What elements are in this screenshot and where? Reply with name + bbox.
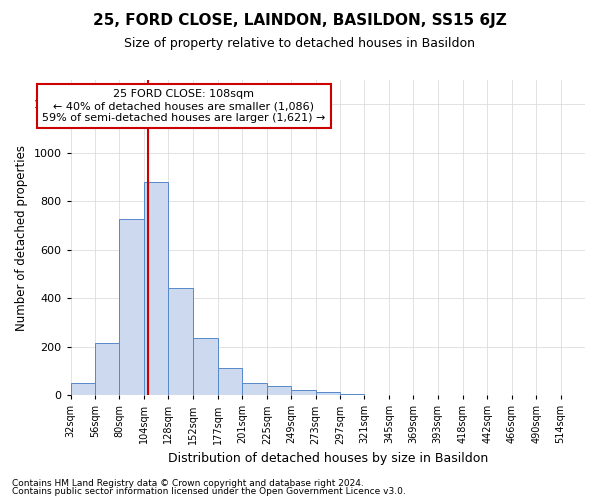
Bar [95,343,119,395]
Bar [218,368,242,395]
Bar [340,394,364,395]
Text: Size of property relative to detached houses in Basildon: Size of property relative to detached ho… [125,38,476,51]
Bar [193,338,218,395]
Text: 25 FORD CLOSE: 108sqm
← 40% of detached houses are smaller (1,086)
59% of semi-d: 25 FORD CLOSE: 108sqm ← 40% of detached … [42,90,326,122]
Bar [267,386,291,395]
Bar [316,392,340,395]
Bar [71,383,95,395]
X-axis label: Distribution of detached houses by size in Basildon: Distribution of detached houses by size … [168,452,488,465]
Bar [144,182,168,395]
Text: 25, FORD CLOSE, LAINDON, BASILDON, SS15 6JZ: 25, FORD CLOSE, LAINDON, BASILDON, SS15 … [93,12,507,28]
Bar [119,220,144,395]
Bar [242,383,267,395]
Bar [291,390,316,395]
Text: Contains HM Land Registry data © Crown copyright and database right 2024.: Contains HM Land Registry data © Crown c… [12,478,364,488]
Bar [168,288,193,395]
Y-axis label: Number of detached properties: Number of detached properties [15,144,28,330]
Text: Contains public sector information licensed under the Open Government Licence v3: Contains public sector information licen… [12,487,406,496]
